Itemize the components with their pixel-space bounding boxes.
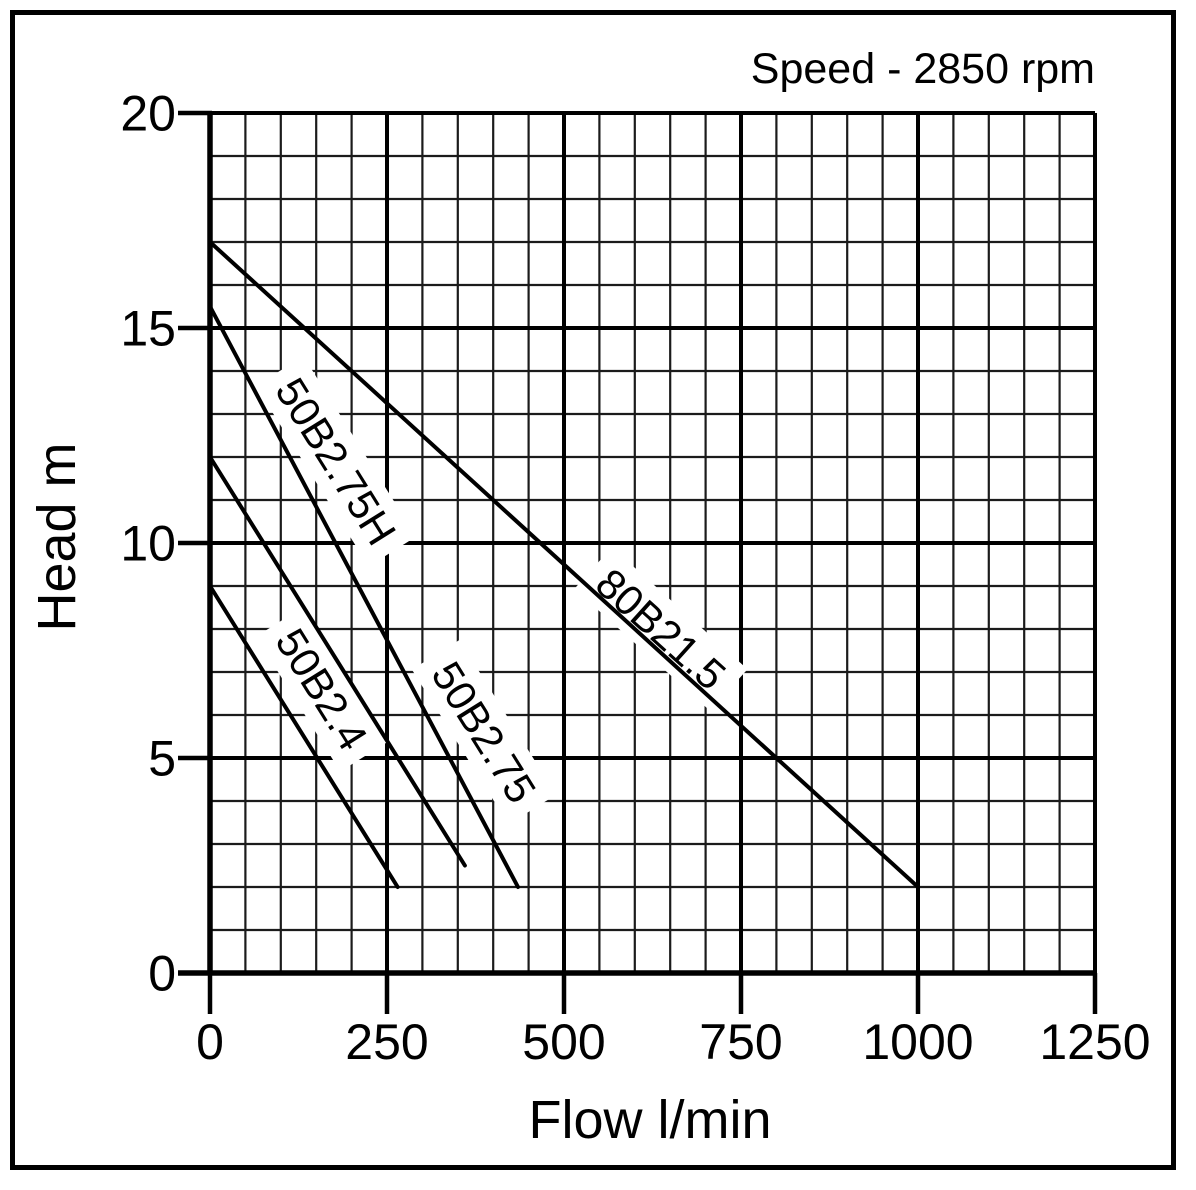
- x-tick-label: 250: [345, 1014, 428, 1070]
- curve-label-group: 50B2.75: [422, 653, 545, 811]
- x-tick-label: 0: [196, 1014, 224, 1070]
- y-axis-title: Head m: [27, 442, 87, 632]
- curve-label: 50B2.75: [422, 653, 545, 811]
- y-tick-label: 20: [120, 86, 176, 142]
- x-tick-label: 1250: [1039, 1014, 1150, 1070]
- curve-label-halo: [255, 356, 417, 567]
- curve-label-halo-rect: [255, 606, 388, 772]
- tick-labels: 0 250 500 750 1000 1250 0 5 10 15 20: [120, 86, 1150, 1071]
- tick-marks: [178, 110, 1098, 1014]
- curve-label-halo: [255, 606, 388, 772]
- pump-curve-80b21-5: [208, 240, 920, 889]
- curve-label-halo: [574, 547, 748, 711]
- x-tick-label: 1000: [862, 1014, 973, 1070]
- curve-label-halos: [255, 356, 748, 825]
- x-tick-label: 750: [699, 1014, 782, 1070]
- x-axis-title: Flow l/min: [528, 1090, 772, 1150]
- curve-label-halo: [411, 639, 557, 825]
- speed-annotation: Speed - 2850 rpm: [750, 45, 1095, 93]
- y-tick-label: 10: [120, 516, 176, 572]
- curves: [208, 240, 920, 889]
- curve-label: 50B2.75H: [266, 370, 405, 553]
- pump-curve-50b2-75: [208, 455, 467, 868]
- pump-curve-50b2-4: [208, 584, 400, 889]
- curve-label-halo-rect: [255, 356, 417, 567]
- x-tick-label: 500: [522, 1014, 605, 1070]
- curve-label-halo-rect: [574, 547, 748, 711]
- y-tick-label: 15: [120, 301, 176, 357]
- curve-label-group: 50B2.75H: [266, 370, 405, 553]
- curve-label-halo-rect: [411, 639, 557, 825]
- y-tick-label: 5: [148, 731, 176, 787]
- pump-curve-50b2-75h: [208, 304, 520, 889]
- y-tick-label: 0: [148, 946, 176, 1002]
